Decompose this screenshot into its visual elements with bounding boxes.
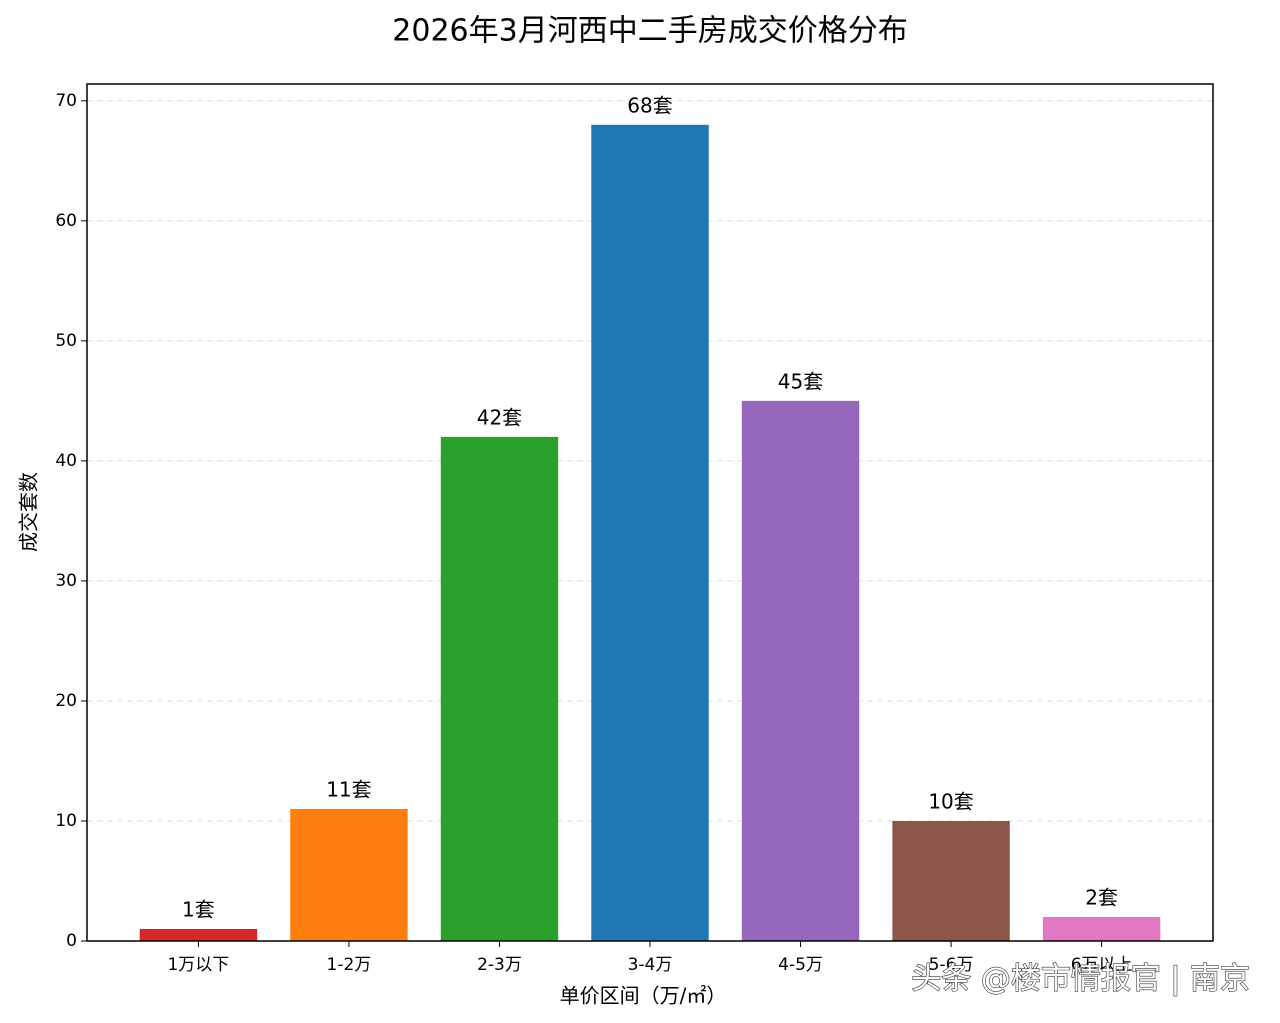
watermark: 头条 @楼市情报官 | 南京 [911, 962, 1250, 997]
bar [591, 124, 709, 942]
data-label: 11套 [326, 777, 371, 801]
y-axis-label: 成交套数 [17, 472, 41, 552]
data-label: 42套 [477, 405, 522, 429]
y-tick-label: 40 [55, 451, 77, 471]
x-tick-label: 4-5万 [778, 955, 823, 975]
x-tick-label: 1万以下 [167, 955, 229, 975]
x-tick-label: 1-2万 [327, 955, 372, 975]
y-tick-label: 0 [66, 931, 77, 951]
y-tick-label: 30 [55, 571, 77, 591]
data-label: 68套 [627, 93, 672, 117]
data-label: 2套 [1085, 885, 1118, 909]
y-tick-label: 20 [55, 691, 77, 711]
y-tick-label: 10 [55, 811, 77, 831]
bar [1042, 916, 1161, 941]
plot-frame [86, 83, 1214, 942]
data-label: 45套 [778, 369, 823, 393]
bar [440, 436, 559, 941]
x-tick-label: 2-3万 [477, 955, 522, 975]
bar [892, 820, 1010, 941]
data-label: 10套 [928, 789, 973, 813]
bar [290, 808, 408, 941]
x-tick-label: 3-4万 [628, 955, 673, 975]
y-tick-label: 60 [55, 211, 77, 231]
bar [139, 928, 258, 941]
x-tick-label: 6万以上 [1071, 955, 1133, 975]
data-label: 1套 [182, 897, 215, 921]
y-tick-label: 50 [55, 331, 77, 351]
bar [741, 400, 860, 941]
x-tick-label: 5-6万 [929, 955, 974, 975]
y-tick-label: 70 [55, 91, 77, 111]
chart-title: 2026年3月河西中二手房成交价格分布 [392, 14, 907, 49]
x-axis-label: 单价区间（万/㎡） [560, 984, 727, 1008]
